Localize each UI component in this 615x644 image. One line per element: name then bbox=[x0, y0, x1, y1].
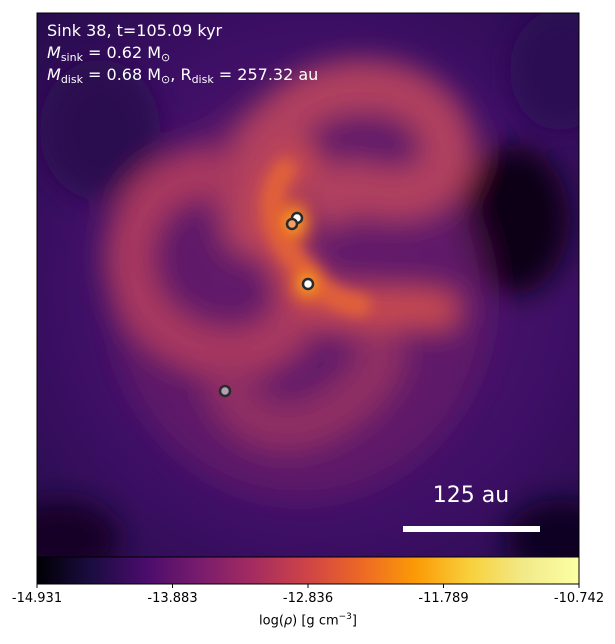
sink-marker-b bbox=[285, 217, 299, 231]
sink-marker-c bbox=[301, 277, 315, 291]
colorbar-tick-label: -13.883 bbox=[147, 591, 198, 606]
sink-marker-d bbox=[218, 384, 232, 398]
colorbar-ticks bbox=[36, 584, 580, 588]
disk-line: Mdisk = 0.68 M⊙, Rdisk = 257.32 au bbox=[47, 65, 319, 86]
scalebar-label: 125 au bbox=[432, 483, 510, 508]
colorbar-tick-label: -10.742 bbox=[553, 591, 605, 606]
sink-mass-line: Msink = 0.62 M⊙ bbox=[47, 43, 171, 64]
colorbar-tick-label: -14.931 bbox=[11, 591, 63, 606]
colorbar bbox=[36, 556, 580, 585]
colorbar-tick-label: -11.789 bbox=[418, 591, 469, 606]
density-map bbox=[37, 13, 579, 557]
colorbar-tick-label: -12.836 bbox=[282, 591, 334, 606]
scalebar-line bbox=[403, 526, 540, 532]
colorbar-label: log(ρ) [g cm−3] bbox=[259, 612, 357, 629]
sink-title: Sink 38, t=105.09 kyr bbox=[47, 21, 223, 40]
